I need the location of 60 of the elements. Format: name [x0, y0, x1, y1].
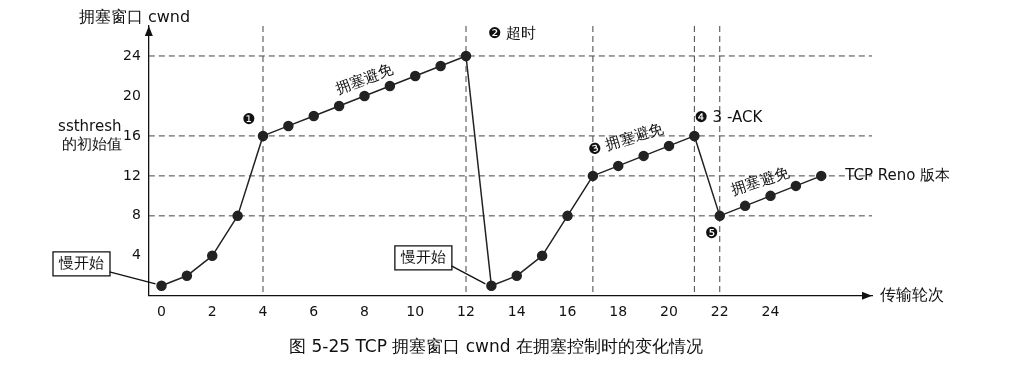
point — [283, 120, 294, 132]
y-tick-label: 20 — [122, 86, 141, 103]
annotation: ❹ 3 -ACK — [694, 107, 764, 126]
point — [638, 150, 649, 162]
point — [536, 250, 548, 262]
point — [257, 130, 269, 142]
x-axis-title: 传输轮次 — [880, 284, 944, 304]
x-tick-label: 8 — [360, 302, 369, 319]
y-tick-label: 4 — [131, 246, 141, 263]
point — [689, 130, 700, 142]
point — [232, 210, 243, 222]
point — [790, 180, 802, 192]
point — [308, 110, 319, 122]
point — [663, 140, 675, 152]
point — [156, 280, 167, 292]
x-tick-label: 4 — [258, 302, 268, 319]
x-tick-label: 14 — [507, 302, 526, 319]
annotation: 慢开始 — [399, 247, 446, 266]
annotation: ❷ 超时 — [488, 23, 537, 42]
x-tick-label: 12 — [457, 302, 475, 319]
x-tick-label: 20 — [660, 302, 678, 319]
annotation: ❺ — [705, 223, 719, 242]
point — [587, 170, 599, 182]
point — [739, 200, 751, 212]
point — [410, 70, 421, 82]
point — [765, 190, 776, 202]
x-tick-label: 24 — [761, 302, 780, 319]
x-tick-label: 0 — [157, 302, 166, 319]
annotation: 拥塞避免 — [332, 59, 396, 98]
x-tick-label: 10 — [406, 302, 425, 319]
point — [207, 250, 218, 262]
y-tick-label: 24 — [122, 46, 141, 63]
x-tick-label: 16 — [558, 302, 577, 319]
y-tick-label: 12 — [122, 166, 141, 183]
x-tick-label: 18 — [609, 302, 628, 319]
point — [384, 80, 396, 92]
point — [714, 210, 725, 222]
point — [333, 100, 345, 112]
point — [486, 280, 497, 292]
annotation: ssthresh 的初始值 — [58, 116, 122, 153]
point — [359, 90, 370, 102]
annotation: 慢开始 — [58, 253, 104, 272]
x-tick-label: 6 — [309, 302, 319, 319]
annotation: ❶ — [242, 109, 256, 128]
point — [435, 60, 446, 72]
y-axis-title: 拥塞窗口 cwnd — [78, 7, 191, 27]
y-tick-label: 16 — [122, 126, 141, 143]
annotation: TCP Reno 版本 — [844, 165, 951, 184]
annotation: ❸ 拥塞避免 — [585, 119, 666, 160]
point — [460, 50, 472, 62]
annotation: 拥塞避免 — [728, 162, 792, 199]
y-tick-label: 8 — [131, 206, 141, 223]
point — [562, 210, 573, 222]
point — [613, 160, 624, 172]
point — [816, 170, 827, 182]
x-tick-label: 22 — [710, 302, 729, 319]
text: 图 5-25 TCP 拥塞窗口 cwnd 在拥塞控制时的变化情况 — [289, 336, 703, 357]
point — [511, 270, 522, 282]
x-tick-label: 2 — [207, 302, 217, 319]
point — [181, 270, 193, 282]
